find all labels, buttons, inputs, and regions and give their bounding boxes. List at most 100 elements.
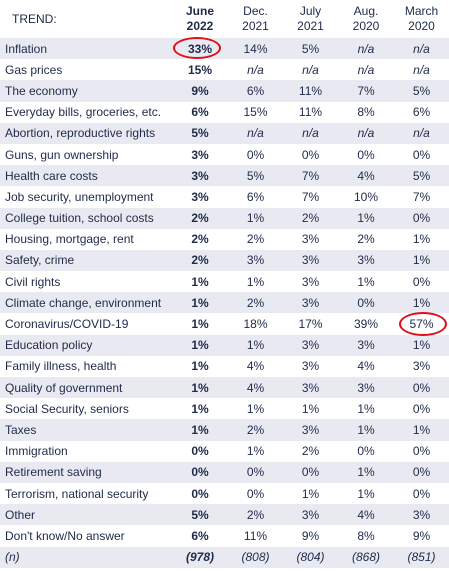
table-cell: 5% <box>228 165 283 187</box>
table-cell: 15% <box>172 59 228 81</box>
table-cell: n/a <box>228 59 283 81</box>
row-label: Terrorism, national security <box>0 482 172 505</box>
table-row: Safety, crime 2% 3% 3% 3% 1% <box>0 249 449 272</box>
row-label: Everyday bills, groceries, etc. <box>0 101 172 123</box>
table-row: College tuition, school costs 2% 1% 2% 1% 0% <box>0 207 449 229</box>
table-cell: 1% <box>172 313 228 335</box>
table-cell: 4% <box>338 355 394 377</box>
column-header-june-2022: June 2022 <box>185 4 214 33</box>
column-header-dec-2021: Dec. 2021 <box>242 4 269 33</box>
table-cell: 3% <box>228 249 283 272</box>
row-label: Safety, crime <box>0 249 172 272</box>
table-cell: 0% <box>338 440 394 462</box>
table-cell: 1% <box>228 271 283 293</box>
table-cell: 3% <box>283 334 338 356</box>
table-cell: 8% <box>338 525 394 547</box>
row-label: College tuition, school costs <box>0 207 172 229</box>
column-header-aug-2020: Aug. 2020 <box>352 4 380 33</box>
table-cell: 1% <box>283 482 338 505</box>
table-cell: 4% <box>228 355 283 377</box>
table-cell: 0% <box>228 461 283 483</box>
table-cell: 1% <box>394 419 449 441</box>
table-cell: (804) <box>283 546 338 568</box>
table-cell: n/a <box>394 59 449 81</box>
table-cell: n/a <box>283 122 338 144</box>
table-cell: 0% <box>228 143 283 166</box>
table-cell: 5% <box>172 122 228 144</box>
table-cell: 9% <box>172 80 228 102</box>
table-cell: 0% <box>394 377 449 399</box>
table-cell: 2% <box>228 504 283 526</box>
table-row: Terrorism, national security 0% 0% 1% 1% 0% <box>0 482 449 505</box>
row-label: Retirement saving <box>0 461 172 483</box>
table-cell: (851) <box>394 546 449 568</box>
table-cell: 3% <box>283 292 338 314</box>
table-cell: 17% <box>283 313 338 335</box>
table-cell: 4% <box>338 504 394 526</box>
row-label: Other <box>0 504 172 526</box>
table-cell: 0% <box>338 143 394 166</box>
table-cell: 1% <box>338 398 394 420</box>
table-cell: 1% <box>338 271 394 293</box>
table-cell: 2% <box>228 292 283 314</box>
table-cell: 1% <box>283 398 338 420</box>
table-row: Guns, gun ownership 3% 0% 0% 0% 0% <box>0 143 449 166</box>
row-label: Taxes <box>0 419 172 441</box>
table-cell: 9% <box>394 525 449 547</box>
table-cell: 39% <box>338 313 394 335</box>
table-cell: n/a <box>338 38 394 60</box>
table-row: Civil rights 1% 1% 3% 1% 0% <box>0 271 449 293</box>
table-cell: 3% <box>338 377 394 399</box>
table-cell: (868) <box>338 546 394 568</box>
row-label: Quality of government <box>0 377 172 399</box>
table-cell: 1% <box>172 271 228 293</box>
table-row: Gas prices 15% n/a n/a n/a n/a <box>0 59 449 81</box>
column-header-march-2020: March 2020 <box>404 4 439 33</box>
table-cell: n/a <box>394 122 449 144</box>
table-row: Job security, unemployment 3% 6% 7% 10% 7% <box>0 186 449 208</box>
table-cell: 0% <box>172 440 228 462</box>
row-label: Don't know/No answer <box>0 525 172 547</box>
table-cell: 3% <box>172 186 228 208</box>
row-label: Family illness, health <box>0 355 172 377</box>
table-cell: 1% <box>172 377 228 399</box>
table-cell: 1% <box>338 482 394 505</box>
row-label: Housing, mortgage, rent <box>0 228 172 250</box>
table-cell: 11% <box>283 80 338 102</box>
row-label: Abortion, reproductive rights <box>0 122 172 144</box>
table-row: (n) (978) (808) (804) (868) (851) <box>0 546 449 568</box>
row-label: Social Security, seniors <box>0 398 172 420</box>
table-row: Abortion, reproductive rights 5% n/a n/a n/a… <box>0 122 449 144</box>
table-cell: 7% <box>338 80 394 102</box>
trend-header: TREND: <box>12 11 57 26</box>
row-label: Climate change, environment <box>0 292 172 314</box>
table-cell: n/a <box>394 38 449 60</box>
table-cell: 0% <box>228 482 283 505</box>
table-cell: 1% <box>338 461 394 483</box>
table-cell: 2% <box>283 440 338 462</box>
table-cell: 1% <box>338 419 394 441</box>
table-row: Other 5% 2% 3% 4% 3% <box>0 504 449 526</box>
table-cell: 7% <box>283 186 338 208</box>
table-cell: n/a <box>228 122 283 144</box>
table-cell: 1% <box>228 440 283 462</box>
table-cell: 2% <box>338 228 394 250</box>
table-cell: 6% <box>394 101 449 123</box>
table-cell: 4% <box>228 377 283 399</box>
table-cell: 6% <box>172 525 228 547</box>
table-cell: 9% <box>283 525 338 547</box>
table-cell: 1% <box>394 334 449 356</box>
row-label: Civil rights <box>0 271 172 293</box>
table-cell: 5% <box>394 165 449 187</box>
table-cell: 18% <box>228 313 283 335</box>
table-cell: 3% <box>283 271 338 293</box>
row-label: Job security, unemployment <box>0 186 172 208</box>
table-cell: 3% <box>394 355 449 377</box>
table-cell: 10% <box>338 186 394 208</box>
table-cell: 7% <box>394 186 449 208</box>
table-cell: 1% <box>172 292 228 314</box>
table-cell: 1% <box>228 398 283 420</box>
table-cell: 1% <box>228 334 283 356</box>
